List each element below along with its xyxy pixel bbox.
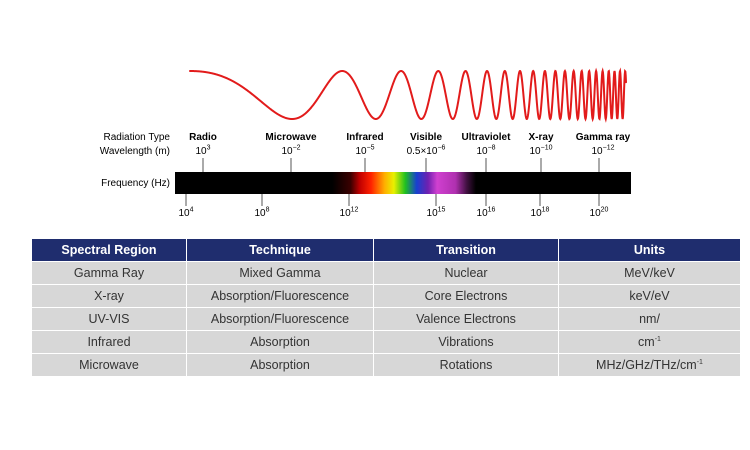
cell-transition: Vibrations xyxy=(373,330,559,354)
header-spectral-region: Spectral Region xyxy=(31,238,187,262)
frequency-ticks xyxy=(185,194,600,206)
frequency-tick-label: 108 xyxy=(254,206,270,219)
wavelength-gamma-ray: 10−12 xyxy=(591,144,615,157)
table-row: UV-VIS Absorption/Fluorescence Valence E… xyxy=(31,307,741,331)
type-radio: Radio xyxy=(189,132,217,143)
frequency-tick-label: 1018 xyxy=(530,206,550,219)
cell-units: cm-1 xyxy=(558,330,741,354)
type-microwave: Microwave xyxy=(265,132,317,143)
type-infrared: Infrared xyxy=(346,132,384,143)
cell-transition: Rotations xyxy=(373,353,559,377)
table-row: X-ray Absorption/Fluorescence Core Elect… xyxy=(31,284,741,308)
spectrum-diagram xyxy=(175,67,631,206)
cell-region: X-ray xyxy=(31,284,187,308)
cell-technique: Absorption xyxy=(186,353,374,377)
table-header-row: Spectral Region Technique Transition Uni… xyxy=(31,238,741,262)
header-technique: Technique xyxy=(186,238,374,262)
type-gamma-ray: Gamma ray xyxy=(575,132,631,143)
table-row: Microwave Absorption Rotations MHz/GHz/T… xyxy=(31,353,741,377)
table-row: Infrared Absorption Vibrations cm-1 xyxy=(31,330,741,354)
cell-region: Microwave xyxy=(31,353,187,377)
cell-technique: Mixed Gamma xyxy=(186,261,374,285)
header-units: Units xyxy=(558,238,741,262)
wavelength-radio: 103 xyxy=(195,144,211,157)
type-visible: Visible xyxy=(409,132,443,143)
cell-technique: Absorption xyxy=(186,330,374,354)
wavelength-label: Wavelength (m) xyxy=(99,146,170,157)
frequency-tick-label: 1020 xyxy=(589,206,609,219)
frequency-label: Frequency (Hz) xyxy=(101,178,170,189)
cell-technique: Absorption/Fluorescence xyxy=(186,284,374,308)
frequency-tick-label: 1016 xyxy=(476,206,496,219)
cell-technique: Absorption/Fluorescence xyxy=(186,307,374,331)
frequency-tick-label: 104 xyxy=(178,206,194,219)
cell-transition: Core Electrons xyxy=(373,284,559,308)
cell-transition: Valence Electrons xyxy=(373,307,559,331)
frequency-tick-label: 1015 xyxy=(426,206,446,219)
wavelength-infrared: 10−5 xyxy=(355,144,375,157)
cell-units: keV/eV xyxy=(558,284,741,308)
cell-transition: Nuclear xyxy=(373,261,559,285)
table-row: Gamma Ray Mixed Gamma Nuclear MeV/keV xyxy=(31,261,741,285)
cell-region: Gamma Ray xyxy=(31,261,187,285)
cell-units: nm/ xyxy=(558,307,741,331)
wavelength-x-ray: 10−10 xyxy=(529,144,553,157)
spectroscopy-table: Spectral Region Technique Transition Uni… xyxy=(31,238,741,377)
wavelength-ticks xyxy=(202,158,600,172)
frequency-tick-label: 1012 xyxy=(339,206,359,219)
wavelength-microwave: 10−2 xyxy=(281,144,301,157)
cell-units: MeV/keV xyxy=(558,261,741,285)
header-transition: Transition xyxy=(373,238,559,262)
electromagnetic-wave xyxy=(189,67,627,123)
wavelength-visible: 0.5×10−6 xyxy=(406,144,446,157)
cell-units: MHz/GHz/THz/cm-1 xyxy=(558,353,741,377)
frequency-spectrum-bar xyxy=(175,172,631,194)
type-x-ray: X-ray xyxy=(528,132,554,143)
radiation-type-label: Radiation Type xyxy=(103,132,170,143)
type-ultraviolet: Ultraviolet xyxy=(461,132,511,143)
cell-region: UV-VIS xyxy=(31,307,187,331)
cell-region: Infrared xyxy=(31,330,187,354)
wavelength-ultraviolet: 10−8 xyxy=(476,144,496,157)
